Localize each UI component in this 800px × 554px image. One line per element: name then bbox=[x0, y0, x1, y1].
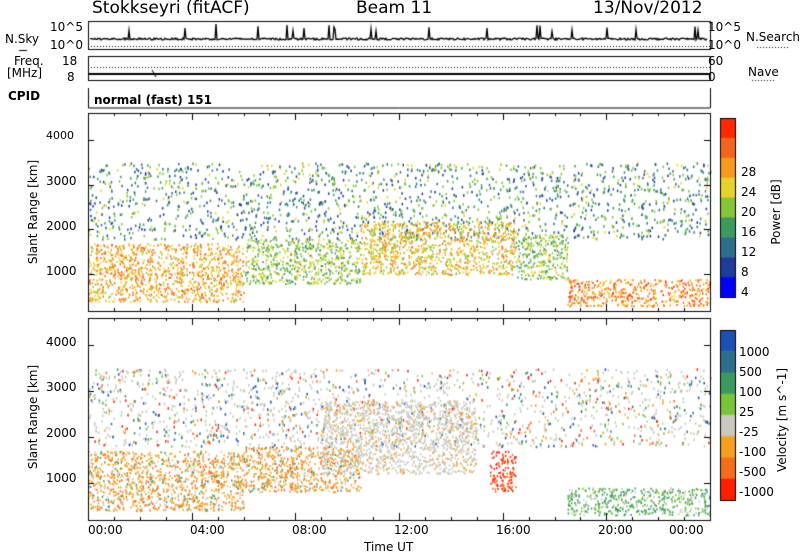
velocity-colorbar-label: Velocity [m s^-1] bbox=[775, 367, 789, 473]
velocity-ylabel: Slant Range [km] bbox=[26, 364, 40, 470]
xtick-1600: 16:00 bbox=[496, 523, 531, 537]
power-cb-tick-12: 12 bbox=[741, 245, 757, 259]
freq-tick-bottom: 8 bbox=[67, 70, 75, 84]
xtick-1200: 12:00 bbox=[394, 523, 429, 537]
vel-cb-tick-1000: 1000 bbox=[739, 345, 770, 359]
freq-unit: [MHz] bbox=[7, 66, 43, 80]
xtick-2400: 00:00 bbox=[669, 523, 704, 537]
xtick-0000: 00:00 bbox=[88, 523, 123, 537]
xtick-0800: 08:00 bbox=[292, 523, 327, 537]
vel-cb-tick-neg100: -100 bbox=[739, 445, 767, 459]
vel-cb-tick-neg500: -500 bbox=[739, 465, 767, 479]
power-cb-tick-24: 24 bbox=[741, 185, 757, 199]
date-label: 13/Nov/2012 bbox=[593, 0, 703, 18]
power-ytick-1000: 1000 bbox=[46, 264, 77, 278]
nsearch-tick-top: 10^5 bbox=[708, 20, 741, 34]
power-ylabel: Slant Range [km] bbox=[26, 159, 40, 265]
power-ytick-2000: 2000 bbox=[46, 219, 77, 233]
freq-tick-top: 18 bbox=[62, 54, 78, 68]
velocity-ytick-4000: 4000 bbox=[46, 335, 77, 349]
nsearch-label: N.Search bbox=[746, 30, 800, 44]
velocity-ytick-3000: 3000 bbox=[46, 380, 77, 394]
station-title: Stokkseyri (fitACF) bbox=[92, 0, 250, 18]
freq-label: Freq. bbox=[14, 54, 44, 68]
nave-tick-top: 60 bbox=[708, 54, 724, 68]
beam-label: Beam 11 bbox=[356, 0, 433, 18]
nsky-tick-bottom: 10^0 bbox=[50, 38, 83, 52]
power-cb-tick-20: 20 bbox=[741, 205, 757, 219]
power-cb-tick-16: 16 bbox=[741, 225, 757, 239]
nsky-tick-top: 10^5 bbox=[50, 20, 83, 34]
vel-cb-tick-500: 500 bbox=[739, 365, 762, 379]
nave-tick-bottom: 0 bbox=[708, 70, 716, 84]
vel-cb-tick-neg25: -25 bbox=[739, 425, 759, 439]
nsearch-tick-bottom: 10^0 bbox=[708, 38, 741, 52]
xtick-2000: 20:00 bbox=[598, 523, 633, 537]
xtick-0400: 04:00 bbox=[190, 523, 225, 537]
power-cb-tick-28: 28 bbox=[741, 165, 757, 179]
power-cb-tick-4: 4 bbox=[741, 285, 749, 299]
vel-cb-tick-neg1000: -1000 bbox=[739, 485, 774, 499]
xlabel: Time UT bbox=[364, 540, 414, 554]
vel-cb-tick-25: 25 bbox=[739, 405, 755, 419]
nsky-label: N.Sky bbox=[5, 32, 40, 46]
cpid-value: normal (fast) 151 bbox=[94, 93, 212, 107]
velocity-ytick-1000: 1000 bbox=[46, 471, 77, 485]
nave-label: Nave bbox=[748, 65, 779, 79]
power-ytick-3000: 3000 bbox=[46, 174, 77, 188]
power-colorbar-label: Power [dB] bbox=[769, 179, 783, 245]
power-ytick-4000: 4000 bbox=[46, 129, 74, 142]
cpid-label: CPID bbox=[8, 89, 41, 103]
velocity-ytick-2000: 2000 bbox=[46, 426, 77, 440]
vel-cb-tick-100: 100 bbox=[739, 385, 762, 399]
power-cb-tick-8: 8 bbox=[741, 265, 749, 279]
